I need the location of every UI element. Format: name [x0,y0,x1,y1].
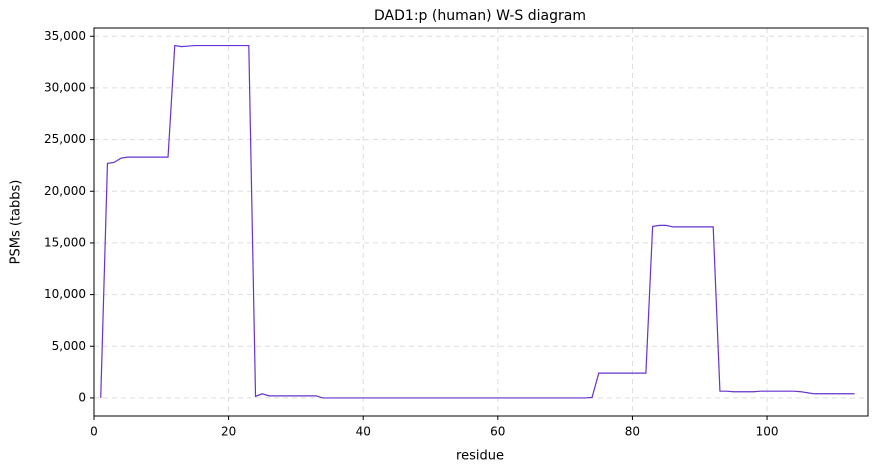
plot-frame [93,27,869,417]
y-tick-label: 35,000 [44,29,86,43]
x-tick-label: 40 [356,425,371,439]
y-tick-label: 10,000 [44,287,86,301]
y-tick-label: 0 [78,390,86,404]
data-line [100,44,855,399]
x-axis-label: residue [456,449,504,464]
y-tick-label: 5,000 [52,339,86,353]
y-tick-label: 30,000 [44,80,86,94]
y-axis-label: PSMs (tabbs) [9,180,24,265]
y-tick-label: 15,000 [44,235,86,249]
chart-title: DAD1:p (human) W-S diagram [374,8,586,24]
x-tick-label: 0 [90,425,98,439]
y-tick-label: 20,000 [44,184,86,198]
y-tick-label: 25,000 [44,132,86,146]
x-tick-label: 100 [756,425,779,439]
x-tick-label: 80 [625,425,640,439]
x-tick-label: 20 [221,425,236,439]
x-tick-label: 60 [490,425,505,439]
